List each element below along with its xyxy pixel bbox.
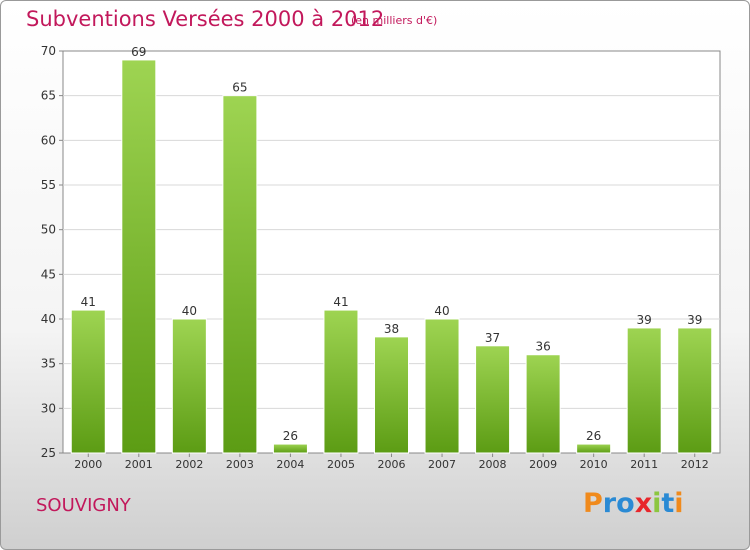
data-label: 37 <box>485 331 500 345</box>
x-tick-label: 2002 <box>175 458 203 471</box>
x-tick-label: 2009 <box>529 458 557 471</box>
x-tick-label: 2001 <box>125 458 153 471</box>
x-tick-label: 2003 <box>226 458 254 471</box>
logo-letter: t <box>661 488 675 519</box>
bar-2001 <box>121 59 157 454</box>
x-tick-label: 2010 <box>580 458 608 471</box>
bar-2003 <box>222 95 258 454</box>
x-tick-label: 2000 <box>74 458 102 471</box>
chart-subtitle: (en milliers d'€) <box>351 14 438 27</box>
bar-2000 <box>70 309 106 454</box>
data-label: 39 <box>687 313 702 327</box>
data-label: 69 <box>131 45 146 59</box>
data-label: 40 <box>182 304 197 318</box>
y-tick-label: 65 <box>41 89 56 103</box>
data-label: 41 <box>333 295 348 309</box>
city-name: SOUVIGNY <box>36 495 131 516</box>
y-tick-label: 25 <box>41 446 56 460</box>
chart-title: Subventions Versées 2000 à 2012 <box>26 7 385 31</box>
logo-letter: P <box>583 488 603 519</box>
y-tick-label: 60 <box>41 133 56 147</box>
y-tick-label: 70 <box>41 44 56 58</box>
bar-2010 <box>576 443 612 454</box>
data-label: 41 <box>81 295 96 309</box>
logo-letter: i <box>674 488 684 519</box>
x-tick-label: 2008 <box>479 458 507 471</box>
bar-2006 <box>374 336 409 454</box>
bar-2009 <box>525 354 561 454</box>
y-tick-label: 50 <box>41 223 56 237</box>
data-label: 36 <box>535 340 550 354</box>
x-tick-label: 2011 <box>630 458 658 471</box>
x-tick-label: 2006 <box>378 458 406 471</box>
bar-2007 <box>424 318 460 454</box>
bar-2004 <box>272 443 308 454</box>
data-label: 65 <box>232 81 247 95</box>
bar-2002 <box>171 318 207 454</box>
data-label: 26 <box>283 429 298 443</box>
bar-2008 <box>475 345 511 454</box>
bar-2005 <box>323 309 359 454</box>
y-tick-label: 35 <box>41 357 56 371</box>
logo-letter: r <box>602 488 617 519</box>
y-tick-label: 30 <box>41 401 56 415</box>
logo-letter: o <box>616 488 635 519</box>
x-tick-label: 2005 <box>327 458 355 471</box>
bar-2011 <box>626 327 662 454</box>
data-label: 38 <box>384 322 399 336</box>
bar-2012 <box>677 327 713 454</box>
y-tick-label: 55 <box>41 178 56 192</box>
x-tick-label: 2004 <box>276 458 304 471</box>
y-tick-label: 45 <box>41 267 56 281</box>
logo-letter: x <box>634 488 653 519</box>
y-tick-label: 40 <box>41 312 56 326</box>
x-tick-label: 2007 <box>428 458 456 471</box>
data-label: 40 <box>434 304 449 318</box>
logo-letter: i <box>652 488 662 519</box>
proxiti-logo: Proxiti <box>583 488 684 519</box>
data-label: 26 <box>586 429 601 443</box>
x-tick-label: 2012 <box>681 458 709 471</box>
data-label: 39 <box>637 313 652 327</box>
